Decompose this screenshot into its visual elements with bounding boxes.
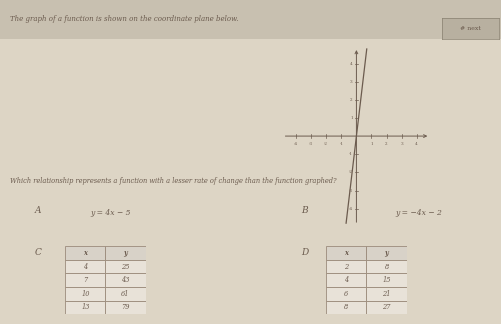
Bar [366,273,406,287]
Bar [326,260,366,273]
Text: x: x [344,249,348,257]
Bar [326,246,366,260]
Text: 3: 3 [399,143,402,146]
Text: 8: 8 [384,263,388,271]
Text: 13: 13 [81,304,89,311]
Bar [65,287,105,301]
Text: 2: 2 [384,143,387,146]
Text: 61: 61 [121,290,129,298]
Bar [105,273,145,287]
Text: 4: 4 [414,143,417,146]
Text: 79: 79 [121,304,129,311]
Text: D: D [301,248,308,257]
Text: -4: -4 [348,207,352,211]
Text: 27: 27 [382,304,390,311]
Bar [366,301,406,314]
Text: # next: # next [459,26,480,31]
Text: 6: 6 [344,290,348,298]
Bar [366,260,406,273]
Text: 25: 25 [121,263,129,271]
Bar [326,273,366,287]
Text: -4: -4 [294,143,298,146]
Bar [326,301,366,314]
Text: y = 4x − 5: y = 4x − 5 [90,209,130,217]
Bar [105,287,145,301]
Text: 8: 8 [344,304,348,311]
Text: C: C [35,248,42,257]
Text: 1: 1 [369,143,372,146]
Text: -2: -2 [324,143,328,146]
Text: y: y [384,249,388,257]
Text: 7: 7 [83,276,87,284]
Bar [105,246,145,260]
Bar [105,260,145,273]
Bar [65,246,105,260]
Text: 3: 3 [349,80,352,84]
Text: 4: 4 [83,263,87,271]
Bar [366,246,406,260]
Bar [65,273,105,287]
Bar [326,287,366,301]
Text: 21: 21 [382,290,390,298]
Text: 4: 4 [349,62,352,65]
Bar [105,301,145,314]
Text: 43: 43 [121,276,129,284]
Text: 10: 10 [81,290,89,298]
Bar [65,260,105,273]
Text: -1: -1 [339,143,343,146]
Text: -2: -2 [348,170,352,174]
Text: -3: -3 [309,143,313,146]
Text: 2: 2 [349,98,352,102]
Text: -1: -1 [348,152,352,156]
Text: y = −4x − 2: y = −4x − 2 [394,209,441,217]
Bar [65,301,105,314]
Text: 4: 4 [344,276,348,284]
Text: B: B [301,206,307,215]
Text: 15: 15 [382,276,390,284]
Text: x: x [83,249,87,257]
Bar [366,287,406,301]
Text: y: y [123,249,127,257]
Text: 2: 2 [344,263,348,271]
Text: The graph of a function is shown on the coordinate plane below.: The graph of a function is shown on the … [10,15,238,23]
Text: -3: -3 [348,189,352,192]
Text: A: A [35,206,42,215]
Text: 1: 1 [349,116,352,120]
Text: Which relationship represents a function with a lesser rate of change than the f: Which relationship represents a function… [10,177,336,185]
